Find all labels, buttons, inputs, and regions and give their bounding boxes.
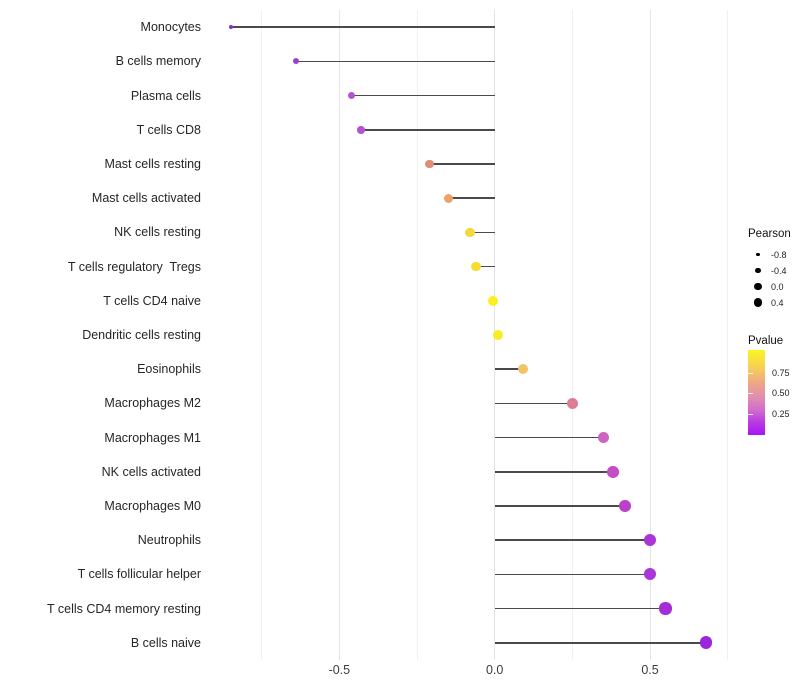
- lollipop-dot: [465, 227, 475, 238]
- size-legend-dot: [753, 298, 763, 307]
- x-tick-label: -0.5: [328, 663, 351, 677]
- lollipop-stem: [469, 231, 495, 234]
- colorbar-label: 0.75: [772, 367, 790, 378]
- lollipop-stem: [494, 607, 666, 610]
- lollipop-dot: [606, 466, 619, 478]
- lollipop-dot: [492, 330, 503, 340]
- category-label: Monocytes: [140, 20, 201, 35]
- size-legend-dot: [754, 282, 762, 291]
- size-legend-title: Pearson: [748, 228, 791, 240]
- lollipop-stem: [429, 163, 495, 165]
- category-label: T cells follicular helper: [77, 567, 201, 582]
- lollipop-dot: [228, 25, 233, 30]
- lollipop-dot: [644, 568, 657, 581]
- lollipop-stem: [351, 94, 495, 97]
- lollipop-dot: [597, 431, 610, 444]
- category-label: T cells CD4 memory resting: [47, 601, 201, 616]
- category-label: Dendritic cells resting: [82, 328, 201, 342]
- category-label: Eosinophils: [137, 362, 201, 377]
- colorbar-label: 0.50: [772, 387, 790, 398]
- colorbar-tick: [748, 372, 753, 374]
- lollipop-dot: [517, 364, 528, 375]
- lollipop-dot: [292, 58, 299, 65]
- lollipop-stem: [494, 573, 651, 576]
- lollipop-stem: [361, 129, 495, 131]
- lollipop-stem: [494, 505, 626, 507]
- category-label: Plasma cells: [130, 88, 201, 103]
- size-legend-label: -0.8: [771, 249, 787, 260]
- x-tick-label: 0.0: [485, 663, 504, 677]
- category-label: T cells regulatory Tregs: [67, 259, 201, 274]
- lollipop-stem: [295, 60, 495, 63]
- colorbar-tick: [748, 392, 753, 394]
- category-label: Macrophages M1: [104, 430, 201, 445]
- lollipop-stem: [476, 265, 495, 268]
- category-label: Macrophages M2: [104, 396, 201, 411]
- gridline-minor: [571, 10, 573, 660]
- lollipop-stem: [494, 471, 613, 473]
- category-label: B cells memory: [115, 54, 201, 69]
- gridline-major: [338, 10, 340, 660]
- lollipop-stem: [230, 26, 495, 28]
- size-legend-label: -0.4: [771, 265, 787, 276]
- lollipop-dot: [644, 534, 657, 547]
- category-label: T cells CD8: [136, 122, 201, 137]
- size-legend-dot: [756, 252, 760, 257]
- category-label: Mast cells resting: [104, 157, 201, 171]
- lollipop-dot: [619, 500, 632, 512]
- lollipop-stem: [494, 368, 523, 370]
- category-label: NK cells resting: [114, 225, 201, 240]
- category-label: T cells CD4 naive: [103, 293, 201, 308]
- gridline-minor: [261, 10, 263, 660]
- lollipop-dot: [566, 397, 578, 409]
- lollipop-dot: [488, 295, 499, 306]
- lollipop-dot: [443, 193, 453, 203]
- lollipop-dot: [425, 159, 434, 169]
- lollipop-stem: [448, 197, 495, 199]
- size-legend-dot: [755, 267, 761, 274]
- lollipop-dot: [699, 636, 713, 650]
- lollipop-dot: [471, 261, 481, 272]
- lollipop-dot: [357, 126, 365, 134]
- size-legend-label: 0.0: [771, 281, 784, 292]
- x-tick-label: 0.5: [641, 663, 659, 677]
- gridline-minor: [727, 10, 729, 660]
- lollipop-stem: [494, 402, 573, 405]
- category-label: NK cells activated: [101, 464, 201, 479]
- lollipop-stem: [494, 642, 706, 644]
- pvalue-colorbar: [748, 350, 765, 435]
- category-label: Macrophages M0: [104, 499, 201, 513]
- category-label: Neutrophils: [137, 533, 201, 548]
- lollipop-stem: [494, 539, 651, 541]
- category-label: B cells naive: [130, 635, 201, 650]
- gridline-major: [649, 10, 651, 660]
- gridline-minor: [416, 10, 418, 660]
- category-label: Mast cells activated: [91, 191, 201, 206]
- size-legend-label: 0.4: [771, 297, 784, 308]
- colorbar-tick: [748, 414, 753, 415]
- color-legend-title: Pvalue: [748, 335, 784, 347]
- colorbar-label: 0.25: [772, 409, 790, 419]
- lollipop-dot: [659, 602, 672, 615]
- lollipop-dot: [348, 91, 356, 100]
- lollipop-stem: [494, 436, 604, 439]
